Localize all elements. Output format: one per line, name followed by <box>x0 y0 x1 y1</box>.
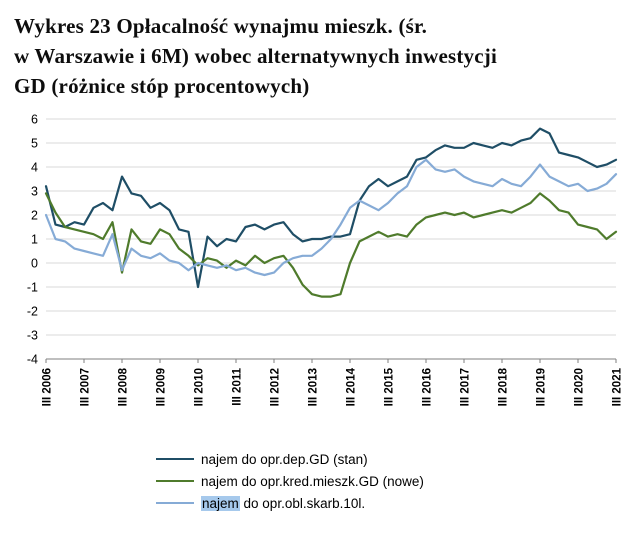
y-tick-label: -1 <box>27 281 38 295</box>
y-tick-label: 1 <box>31 233 38 247</box>
chart-title-line-2: w Warszawie i 6M) wobec alternatywnych i… <box>14 43 497 68</box>
line-chart: 6 5 4 3 2 1 0 -1 -2 -3 -4 III 2006 III 2007 III 2008 I… <box>8 107 630 446</box>
x-tick-label: III 2012 <box>270 368 282 406</box>
legend-item-label: najem do opr.obl.skarb.10l. <box>201 495 366 511</box>
legend-line-swatch <box>156 480 194 483</box>
chart-title-line-3: GD (różnice stóp procentowych) <box>14 73 310 98</box>
chart-page: Wykres 23 Opłacalność wynajmu mieszk. (ś… <box>8 8 630 514</box>
chart-canvas: 6 5 4 3 2 1 0 -1 -2 -3 -4 III 2006 III 2007 III 2008 I… <box>27 113 624 407</box>
x-tick-label: III 2008 <box>118 368 130 407</box>
chart-legend: najem do opr.dep.GD (stan) najem do opr.k… <box>156 448 630 514</box>
x-tick-label: III 2009 <box>156 368 168 406</box>
y-tick-label: -2 <box>27 305 38 319</box>
y-tick-label: -4 <box>27 353 38 367</box>
x-tick-label: III 2010 <box>194 368 206 406</box>
legend-item-label: najem do opr.dep.GD (stan) <box>201 451 368 467</box>
x-tick-label: III 2011 <box>232 368 244 406</box>
legend-line-swatch <box>156 458 194 461</box>
y-tick-label: 2 <box>31 209 38 223</box>
y-tick-label: 5 <box>31 137 38 151</box>
legend-item: najem do opr.obl.skarb.10l. <box>156 492 630 514</box>
x-tick-label: III 2015 <box>384 368 396 407</box>
x-tick-label: III 2006 <box>42 368 54 406</box>
y-tick-label: 6 <box>31 113 38 127</box>
x-tick-label: III 2014 <box>346 368 358 407</box>
legend-item: najem do opr.kred.mieszk.GD (nowe) <box>156 470 630 492</box>
legend-line-swatch <box>156 502 194 505</box>
x-tick-label: III 2007 <box>80 368 92 406</box>
chart-title: Wykres 23 Opłacalność wynajmu mieszk. (ś… <box>8 8 630 107</box>
x-tick-label: III 2020 <box>574 368 586 406</box>
chart-title-line-1: Wykres 23 Opłacalność wynajmu mieszk. (ś… <box>14 14 428 38</box>
series-line-obl <box>44 159 618 277</box>
legend-item-label: najem do opr.kred.mieszk.GD (nowe) <box>201 473 424 489</box>
y-tick-label: 4 <box>31 161 38 175</box>
highlighted-text: najem <box>201 495 240 511</box>
y-tick-label: -3 <box>27 329 38 343</box>
y-tick-label: 0 <box>31 257 38 271</box>
x-tick-label: III 2016 <box>422 368 434 406</box>
x-tick-label: III 2019 <box>536 368 548 406</box>
series-line-kred <box>44 192 618 299</box>
x-tick-label: III 2017 <box>460 368 472 406</box>
x-tick-label: III 2013 <box>308 368 320 406</box>
legend-item: najem do opr.dep.GD (stan) <box>156 448 630 470</box>
x-tick-label: III 2021 <box>612 368 624 407</box>
x-tick-label: III 2018 <box>498 368 510 407</box>
series-line-dep <box>44 127 618 289</box>
y-tick-label: 3 <box>31 185 38 199</box>
